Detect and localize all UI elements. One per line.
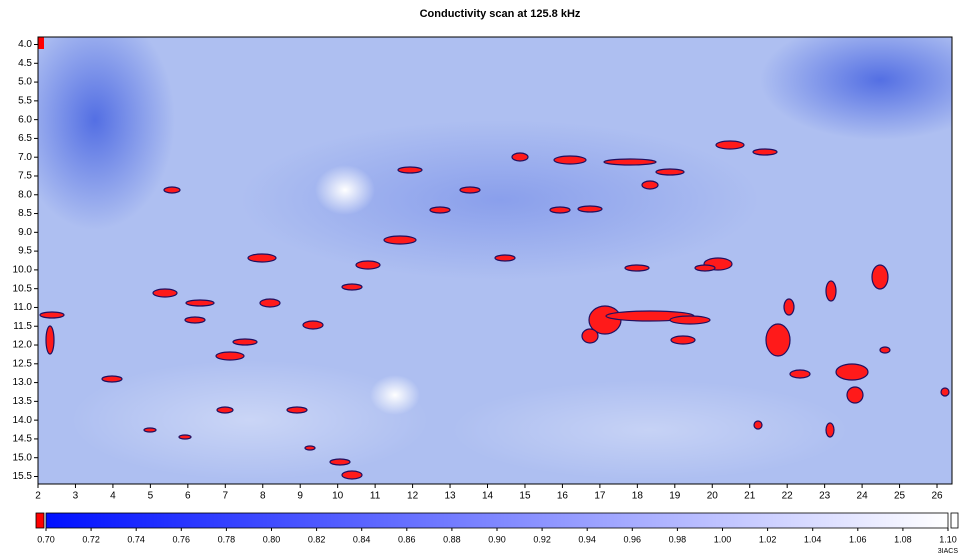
x-tick-label: 9 [297,491,303,502]
y-tick-label: 8.5 [18,208,32,219]
colorbar-tick-label: 0.88 [443,534,461,544]
colorbar-tick-label: 1.10 [939,534,957,544]
y-tick-label: 7.5 [18,171,32,182]
chart-title: Conductivity scan at 125.8 kHz [420,8,581,20]
x-tick-label: 21 [744,491,756,502]
axes: 4.0 4.5 5.0 5.5 6.0 6.5 7.0 7.5 8.0 8.5 9.0 9.5 10.0… [13,39,957,544]
colorbar-tick-label: 0.86 [398,534,416,544]
colorbar-over [950,512,959,529]
y-tick-label: 14.0 [13,415,33,426]
colorbar-tick-label: 0.80 [263,534,281,544]
y-tick-label: 11.0 [13,302,32,313]
x-tick-label: 26 [931,491,943,502]
y-tick-label: 10.5 [13,283,33,294]
plot-frame [37,36,953,485]
y-tick-label: 12.5 [13,358,33,369]
credit: 3IACS [938,548,959,555]
x-tick-label: 3 [73,491,79,502]
y-tick-label: 6.5 [18,133,32,144]
y-tick-label: 6.0 [18,114,32,125]
x-tick-label: 4 [110,491,116,502]
shade [38,37,175,230]
y-tick-label: 4.5 [18,58,32,69]
y-tick-label: 5.0 [18,77,32,88]
anomaly [38,37,44,49]
highlight [70,360,430,480]
y-tick-label: 9.0 [18,227,32,238]
anomalies [39,140,950,480]
colorbar-tick-label: 0.78 [218,534,236,544]
scan-image [38,37,952,484]
x-tick-label: 19 [669,491,681,502]
y-tick-label: 4.0 [18,39,32,50]
x-tick-label: 25 [894,491,906,502]
highlight [450,380,850,480]
x-tick-label: 17 [594,491,606,502]
colorbar-tick-label: 1.00 [714,534,732,544]
x-tick-label: 11 [370,491,381,502]
colorbar-tick-label: 1.08 [894,534,912,544]
highlight [315,165,375,215]
colorbar-tick-label: 0.84 [353,534,371,544]
colorbar-tick-label: 0.92 [533,534,551,544]
colorbar-tick-label: 0.74 [127,534,145,544]
colorbar-tick-label: 1.06 [849,534,867,544]
x-tick-label: 10 [332,491,344,502]
y-tick-label: 8.0 [18,189,32,200]
y-tick-label: 9.5 [18,246,32,257]
shade [760,37,952,140]
x-tick-label: 23 [819,491,831,502]
colorbar-tick-label: 0.82 [308,534,326,544]
x-tick-label: 13 [444,491,456,502]
y-tick-label: 10.0 [13,265,33,276]
x-tick-label: 24 [857,491,869,502]
x-tick-label: 15 [519,491,531,502]
x-tick-label: 2 [35,491,41,502]
x-tick-label: 7 [223,491,229,502]
colorbar-tick-label: 1.04 [804,534,822,544]
x-tick-label: 22 [782,491,794,502]
colorbar-tick-label: 0.98 [669,534,687,544]
x-tick-label: 20 [707,491,719,502]
colorbar [45,512,949,529]
y-tick-label: 14.5 [13,434,33,445]
colorbar-tick-label: 0.70 [37,534,55,544]
colorbar-tick-label: 0.72 [82,534,100,544]
x-tick-label: 16 [557,491,569,502]
y-tick-label: 15.5 [13,471,33,482]
colorbar-tick-label: 1.02 [759,534,777,544]
x-tick-label: 6 [185,491,191,502]
y-tick-label: 5.5 [18,95,32,106]
colorbar-tick-label: 0.76 [173,534,191,544]
x-tick-label: 18 [632,491,644,502]
y-tick-label: 12.0 [13,340,33,351]
x-tick-label: 12 [407,491,419,502]
colorbar-tick-label: 0.94 [578,534,596,544]
y-tick-label: 7.0 [18,152,32,163]
y-tick-label: 13.0 [13,377,33,388]
y-tick-label: 11.5 [13,321,32,332]
y-tick-label: 13.5 [13,396,33,407]
x-tick-label: 14 [482,491,494,502]
colorbar-tick-label: 0.96 [624,534,642,544]
x-tick-label: 5 [148,491,154,502]
colorbar-tick-label: 0.90 [488,534,506,544]
colorbar-under [35,512,45,529]
y-tick-label: 15.0 [13,452,33,463]
x-tick-label: 8 [260,491,266,502]
